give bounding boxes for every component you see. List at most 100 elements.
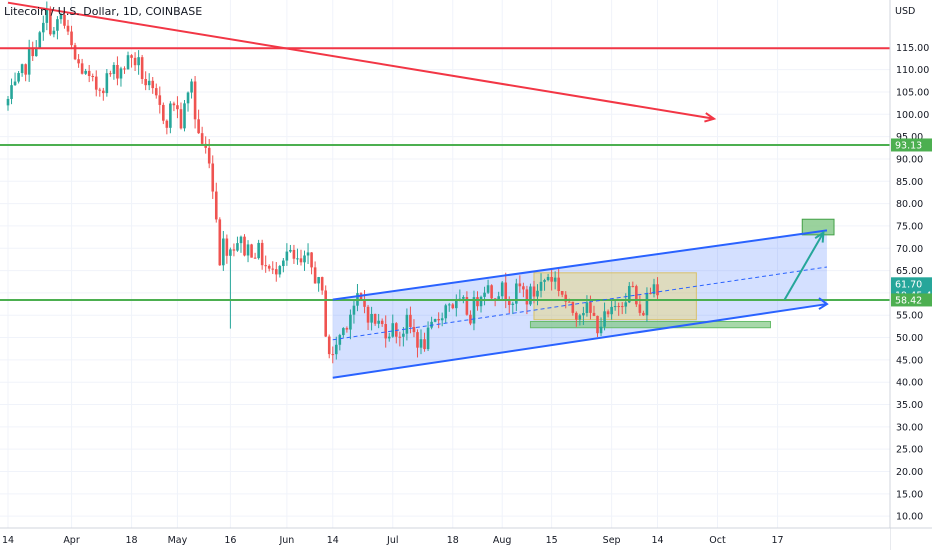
candle-body [539, 281, 543, 291]
price-tag[interactable] [891, 293, 932, 307]
candle-body [232, 249, 236, 251]
drawing-layer[interactable] [332, 218, 835, 378]
candle-body [592, 312, 596, 316]
candle-body [17, 73, 20, 82]
candle-body [27, 47, 31, 75]
candle-body [239, 236, 243, 244]
time-tick-label: Aug [493, 535, 512, 546]
price-tick-label: 70.00 [896, 244, 923, 255]
candle-body [366, 306, 370, 323]
candle-body [158, 95, 162, 105]
candle-body [119, 68, 123, 79]
candle-body [532, 286, 536, 297]
candle-body [303, 255, 306, 263]
candle-body [529, 286, 532, 305]
price-tick-label: 105.00 [896, 87, 929, 98]
channel-fill[interactable] [332, 230, 827, 378]
candle-body [642, 312, 645, 316]
candle-body [274, 269, 278, 275]
candle-body [599, 326, 603, 334]
candle-body [94, 76, 98, 90]
price-tick-label: 35.00 [896, 400, 923, 411]
support-box[interactable] [529, 320, 771, 329]
price-tick-label: 80.00 [896, 199, 923, 210]
candle-body [342, 328, 345, 336]
candle-body [186, 92, 190, 104]
price-tick-label: 15.00 [896, 489, 923, 500]
candle-body [635, 286, 638, 305]
price-tag[interactable] [891, 138, 932, 152]
candle-body [264, 265, 267, 267]
candle-body [207, 147, 211, 164]
candle-body [430, 321, 433, 328]
candle-body [553, 277, 557, 282]
candle-body [377, 320, 380, 324]
channel-midline[interactable] [332, 266, 828, 341]
candle-body [109, 73, 112, 75]
channel-lower-line[interactable] [332, 303, 828, 379]
candle-body [218, 219, 222, 266]
candle-body [387, 336, 391, 339]
candle-body [80, 63, 84, 74]
candle-body [483, 292, 486, 297]
candle-body [557, 277, 560, 291]
overlay-lines[interactable] [0, 1, 890, 379]
candle-body [575, 312, 578, 320]
projection-arrow-head[interactable] [814, 230, 825, 243]
candle-body [91, 76, 95, 78]
candle-body [49, 9, 52, 35]
channel-upper-line[interactable] [332, 229, 828, 301]
candle-body [289, 249, 292, 252]
candle-body [507, 300, 511, 305]
candle-body [349, 314, 352, 330]
candle-body [522, 286, 525, 290]
candle-body [271, 268, 275, 270]
candle-body [193, 81, 197, 120]
time-axis[interactable]: 14 Apr 18 May 16 Jun 14 Jul 18 Aug 15 Sep 14 Oct 17 [0, 527, 932, 550]
candle-body [31, 47, 35, 57]
projection-arrow[interactable] [783, 232, 825, 301]
candle-body [211, 163, 215, 192]
candle-body [596, 315, 599, 334]
channel-arrow-head[interactable] [818, 297, 829, 310]
candle-body [624, 302, 628, 307]
candle-body [603, 311, 606, 327]
candle-body [105, 73, 109, 94]
candle-body [172, 103, 176, 106]
price-tick-label: 50.00 [896, 333, 923, 344]
price-tick-label: 85.00 [896, 177, 923, 188]
candle-body [327, 336, 331, 355]
candle-body [627, 286, 631, 303]
candle-body [87, 70, 91, 77]
candle-body [564, 294, 568, 302]
candle-body [426, 327, 430, 350]
candle-body [278, 266, 282, 275]
candle-body [631, 286, 635, 288]
currency-label: USD [895, 6, 915, 17]
candle-body [126, 55, 130, 70]
range-box[interactable] [533, 272, 697, 321]
price-tick-label: 115.00 [896, 43, 929, 54]
candle-body [20, 64, 24, 74]
candle-body [402, 333, 405, 337]
bearish-trend-line[interactable] [7, 1, 715, 120]
candle-body [440, 318, 444, 321]
candle-body [63, 14, 66, 26]
candle-body [345, 328, 349, 330]
candle-body [352, 305, 356, 315]
candle-body [98, 89, 102, 91]
price-axis[interactable]: USD 10.00 15.00 20.00 25.00 30.00 35.00 40.00 45… [889, 0, 932, 550]
candle-body [490, 285, 493, 299]
candle-body [250, 244, 253, 258]
price-tag-label: 93.13 [895, 140, 922, 151]
candle-body [447, 304, 451, 306]
time-tick-label: May [168, 535, 188, 546]
time-tick-label: 14 [2, 535, 14, 546]
candle-body [222, 238, 225, 266]
candle-body [398, 336, 402, 338]
candle-body [214, 191, 218, 220]
trend-arrow-head[interactable] [704, 112, 717, 123]
candle-body [38, 32, 42, 49]
candle-body [317, 277, 320, 284]
